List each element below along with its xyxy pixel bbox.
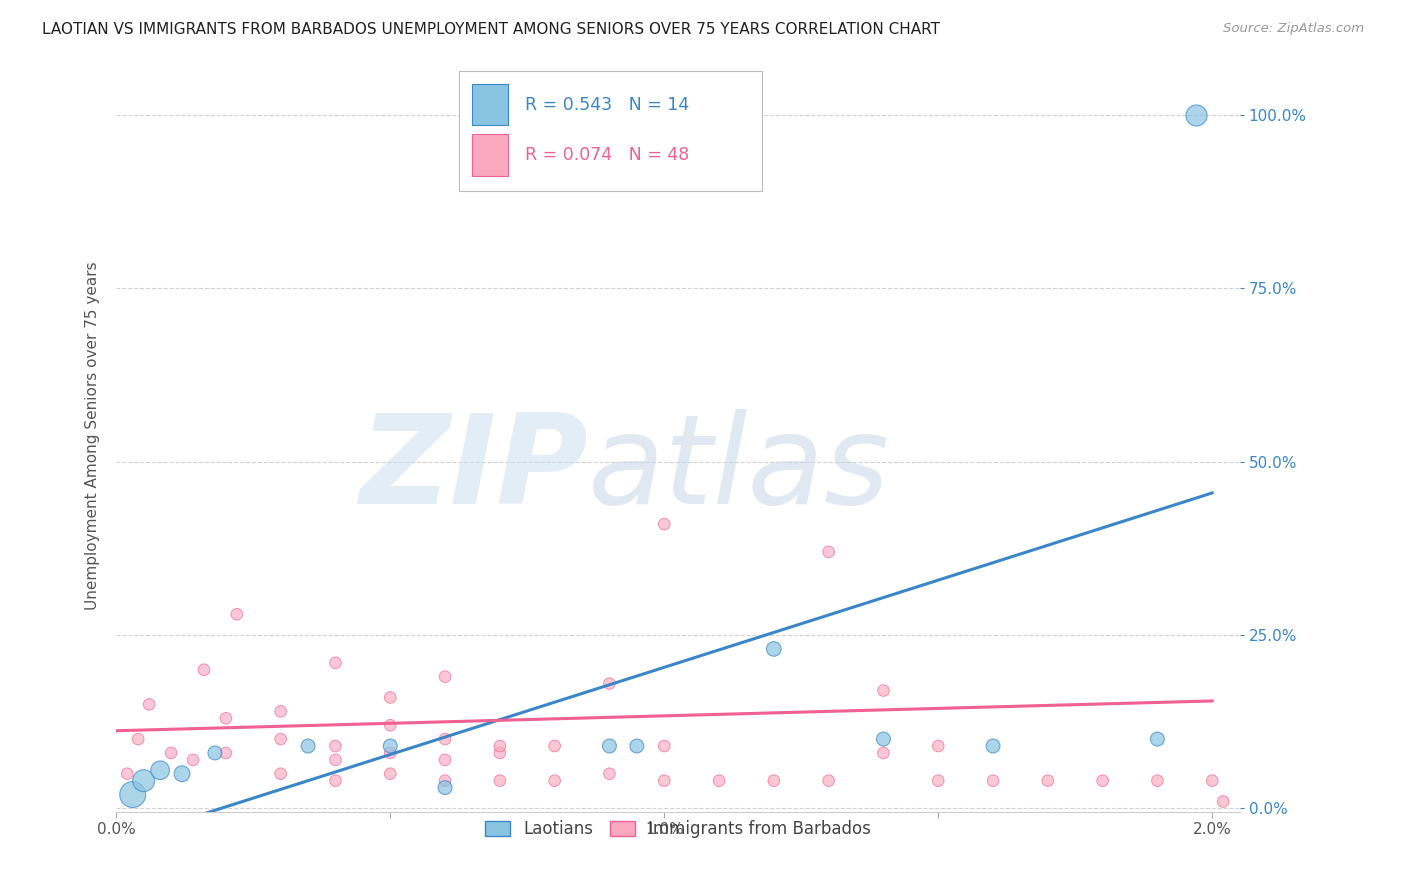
Point <box>817 773 839 788</box>
Point <box>325 656 347 670</box>
Point <box>817 545 839 559</box>
Point <box>489 746 512 760</box>
Point <box>762 642 785 657</box>
Point <box>1036 773 1059 788</box>
Point <box>181 753 204 767</box>
Point <box>927 739 949 753</box>
Point <box>626 739 648 753</box>
Point <box>981 739 1004 753</box>
Point <box>489 773 512 788</box>
Point <box>434 773 457 788</box>
Point <box>652 773 675 788</box>
Point <box>138 698 160 712</box>
Point <box>434 753 457 767</box>
Point <box>204 746 226 760</box>
Point <box>149 764 172 778</box>
Point <box>380 690 402 705</box>
Point <box>872 732 894 747</box>
Point <box>380 766 402 780</box>
Point <box>927 773 949 788</box>
Point <box>489 739 512 753</box>
Point <box>1091 773 1114 788</box>
Point <box>325 739 347 753</box>
Point <box>762 773 785 788</box>
Point <box>434 732 457 747</box>
Point <box>981 773 1004 788</box>
Point <box>707 773 730 788</box>
Text: R = 0.074   N = 48: R = 0.074 N = 48 <box>526 146 689 164</box>
Point <box>225 607 247 622</box>
Point <box>872 746 894 760</box>
Point <box>115 766 138 780</box>
Y-axis label: Unemployment Among Seniors over 75 years: Unemployment Among Seniors over 75 years <box>86 261 100 610</box>
Text: atlas: atlas <box>588 409 890 530</box>
Point <box>325 753 347 767</box>
Point <box>1146 773 1168 788</box>
Point <box>132 773 155 788</box>
Point <box>121 788 143 802</box>
FancyBboxPatch shape <box>472 135 509 176</box>
Point <box>872 683 894 698</box>
Point <box>297 739 319 753</box>
Point <box>270 704 292 718</box>
Text: LAOTIAN VS IMMIGRANTS FROM BARBADOS UNEMPLOYMENT AMONG SENIORS OVER 75 YEARS COR: LAOTIAN VS IMMIGRANTS FROM BARBADOS UNEM… <box>42 22 941 37</box>
Point <box>1212 795 1234 809</box>
Point <box>1184 108 1206 122</box>
Point <box>127 732 149 747</box>
Point <box>215 746 238 760</box>
Point <box>543 773 565 788</box>
Text: Source: ZipAtlas.com: Source: ZipAtlas.com <box>1223 22 1364 36</box>
Point <box>380 739 402 753</box>
Point <box>652 517 675 532</box>
Point <box>270 766 292 780</box>
Point <box>270 732 292 747</box>
Point <box>380 718 402 732</box>
FancyBboxPatch shape <box>458 70 762 191</box>
Point <box>1146 732 1168 747</box>
Point <box>160 746 183 760</box>
Legend: Laotians, Immigrants from Barbados: Laotians, Immigrants from Barbados <box>478 814 877 845</box>
Point <box>215 711 238 725</box>
Point <box>598 766 620 780</box>
Point <box>193 663 215 677</box>
FancyBboxPatch shape <box>472 84 509 126</box>
Point <box>434 780 457 795</box>
Point <box>434 670 457 684</box>
Text: ZIP: ZIP <box>360 409 588 530</box>
Point <box>1201 773 1223 788</box>
Point <box>598 739 620 753</box>
Text: R = 0.543   N = 14: R = 0.543 N = 14 <box>526 95 689 114</box>
Point <box>325 773 347 788</box>
Point <box>598 676 620 690</box>
Point <box>543 739 565 753</box>
Point <box>380 746 402 760</box>
Point <box>652 739 675 753</box>
Point <box>170 766 193 780</box>
